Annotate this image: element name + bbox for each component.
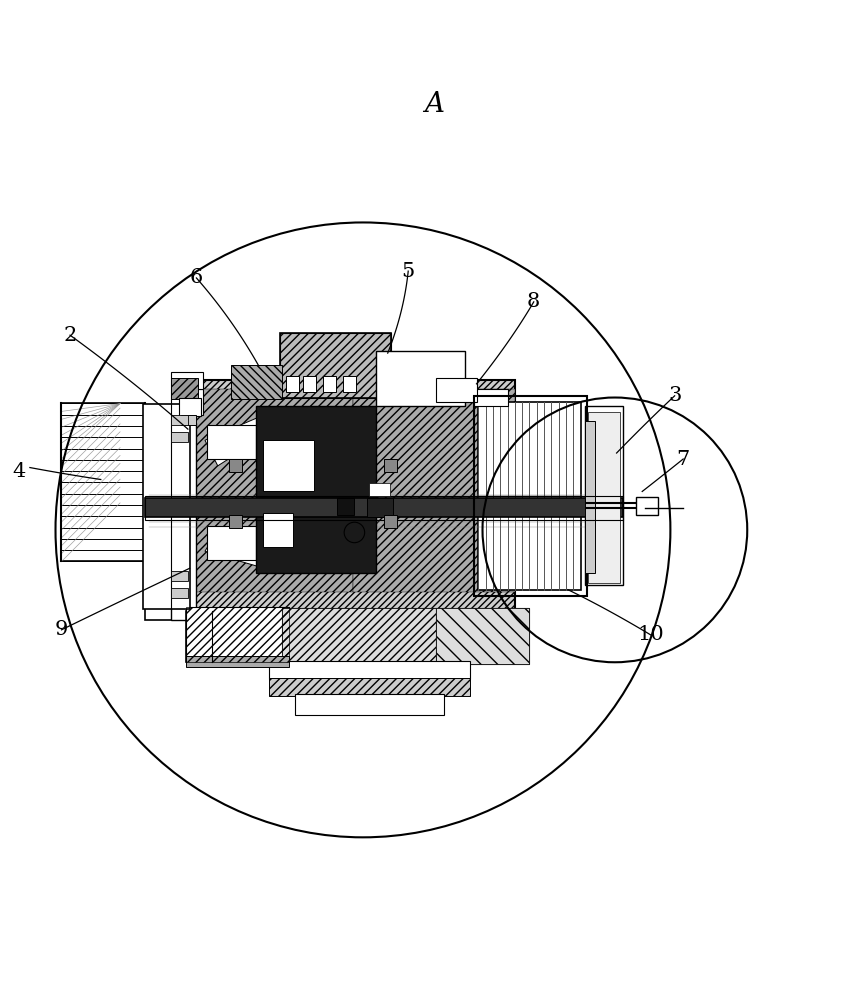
Bar [186,607,288,662]
Text: 2: 2 [63,326,77,345]
Bar [435,608,529,664]
Bar [375,351,465,406]
Bar [171,588,188,598]
Text: 7: 7 [676,450,689,469]
Bar [343,376,356,392]
Bar [171,389,203,415]
Bar [635,497,657,515]
Polygon shape [205,530,264,568]
Bar [352,389,514,592]
Text: 3: 3 [667,386,681,405]
Bar [171,372,203,389]
Bar [229,459,241,472]
Bar [171,432,188,442]
Bar [584,421,595,573]
Text: 10: 10 [636,625,664,644]
Bar [181,415,196,425]
Bar [587,412,619,583]
Bar [171,415,188,425]
Bar [186,607,288,662]
Polygon shape [205,415,264,466]
Bar [269,678,469,696]
Bar [186,389,352,592]
Bar [171,423,196,620]
Bar [206,526,256,560]
Bar [269,661,469,679]
Bar [384,459,397,472]
Bar [584,406,623,585]
Text: 5: 5 [401,262,415,281]
Bar [263,513,293,547]
Bar [337,498,354,515]
Bar [478,402,580,590]
Text: 8: 8 [526,292,540,311]
Bar [171,571,188,581]
Bar [145,423,172,620]
Bar [186,656,288,667]
Text: 4: 4 [12,462,26,481]
Text: 6: 6 [189,268,203,287]
Bar [367,498,392,517]
Bar [473,389,508,406]
Bar [281,608,435,664]
Text: 9: 9 [55,620,68,639]
Text: A: A [423,91,444,118]
Bar [256,406,375,573]
Bar [435,608,529,664]
Bar [61,403,145,561]
Bar [286,376,299,392]
Bar [384,515,397,528]
Bar [375,351,465,406]
Bar [229,515,241,528]
Bar [473,396,586,596]
Bar [143,404,190,609]
Bar [280,333,391,398]
Bar [171,378,198,399]
Bar [294,694,444,715]
Bar [368,483,390,496]
Bar [179,398,200,416]
Bar [186,380,514,611]
Bar [145,496,623,520]
Bar [281,608,435,664]
Bar [322,376,335,392]
Bar [435,378,476,402]
Bar [145,498,623,517]
Bar [280,333,391,398]
Bar [206,425,256,459]
Bar [186,380,514,611]
Bar [303,376,316,392]
Bar [263,440,314,491]
Bar [230,365,281,399]
